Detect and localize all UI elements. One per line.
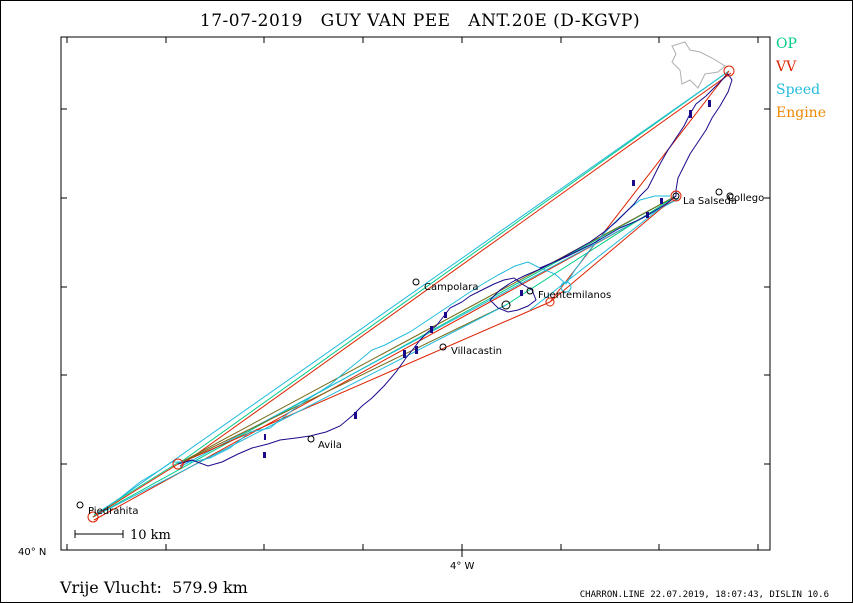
speed-leg-1 <box>92 70 730 518</box>
track-markers <box>263 100 711 458</box>
place-marker-la-salseda <box>672 192 680 200</box>
bottom-ticks <box>66 544 759 557</box>
place-marker-piedrahita <box>76 501 84 509</box>
place-marker-fuentemilanos <box>526 287 534 295</box>
turnpoint-3 <box>670 190 682 202</box>
legend: OP VV Speed Engine <box>775 36 826 121</box>
terrain-outline <box>671 41 726 89</box>
place-label-villacastin: Villacastin <box>451 346 502 357</box>
credit-label: CHARRON.LINE 22.07.2019, 18:07:43, DISLI… <box>580 590 829 600</box>
olive-leg-1 <box>177 195 677 465</box>
flight-track <box>177 73 733 467</box>
place-marker-collego-2 <box>726 192 734 200</box>
place-markers <box>76 188 734 509</box>
task-lines <box>92 70 732 521</box>
op-leg-1 <box>177 70 730 465</box>
vv-leg-3 <box>177 301 551 465</box>
speed-point <box>560 281 572 293</box>
speed-leg-4 <box>529 195 677 311</box>
turnpoint-1 <box>172 458 184 470</box>
place-marker-campolara <box>412 278 420 286</box>
speed-leg-3 <box>92 304 507 518</box>
track-point <box>501 300 511 310</box>
place-marker-collego-1 <box>715 188 723 196</box>
scale-bar: 10 km <box>74 528 171 543</box>
distance-label: Vrije Vlucht: 579.9 km <box>59 578 248 597</box>
legend-item-speed: Speed <box>776 82 820 98</box>
right-ticks <box>764 108 770 465</box>
place-label-fuentemilanos: Fuentemilanos <box>538 290 611 301</box>
legend-item-engine: Engine <box>776 105 826 121</box>
scale-bar-label: 10 km <box>130 528 171 543</box>
place-label-collego: Collego <box>727 193 764 204</box>
turnpoint-2 <box>723 65 735 77</box>
place-marker-avila <box>307 435 315 443</box>
speed-trace <box>95 195 670 515</box>
legend-item-op: OP <box>776 36 797 52</box>
olive-leg-2 <box>177 304 507 465</box>
turnpoint-4 <box>545 297 555 307</box>
lat-axis-label: 40° N <box>18 547 46 558</box>
vv-leg-6 <box>92 463 179 518</box>
plot-border <box>60 36 771 551</box>
place-label-piedrahita: Piedrahita <box>88 506 139 517</box>
turnpoints <box>87 65 735 523</box>
turnpoint-start <box>87 511 99 523</box>
left-ticks <box>61 108 67 551</box>
place-label-la-salseda: La Salseda <box>683 196 737 207</box>
top-ticks <box>66 37 759 43</box>
lon-axis-label: 4° W <box>450 561 475 572</box>
legend-item-vv: VV <box>775 59 797 75</box>
place-label-avila: Avila <box>318 440 342 451</box>
vv-leg-5 <box>549 195 677 303</box>
page-title: 17-07-2019 GUY VAN PEE ANT.20E (D-KGVP) <box>200 11 640 31</box>
place-label-campolara: Campolara <box>424 282 478 293</box>
vv-leg-1 <box>179 72 732 467</box>
place-marker-villacastin <box>439 343 447 351</box>
